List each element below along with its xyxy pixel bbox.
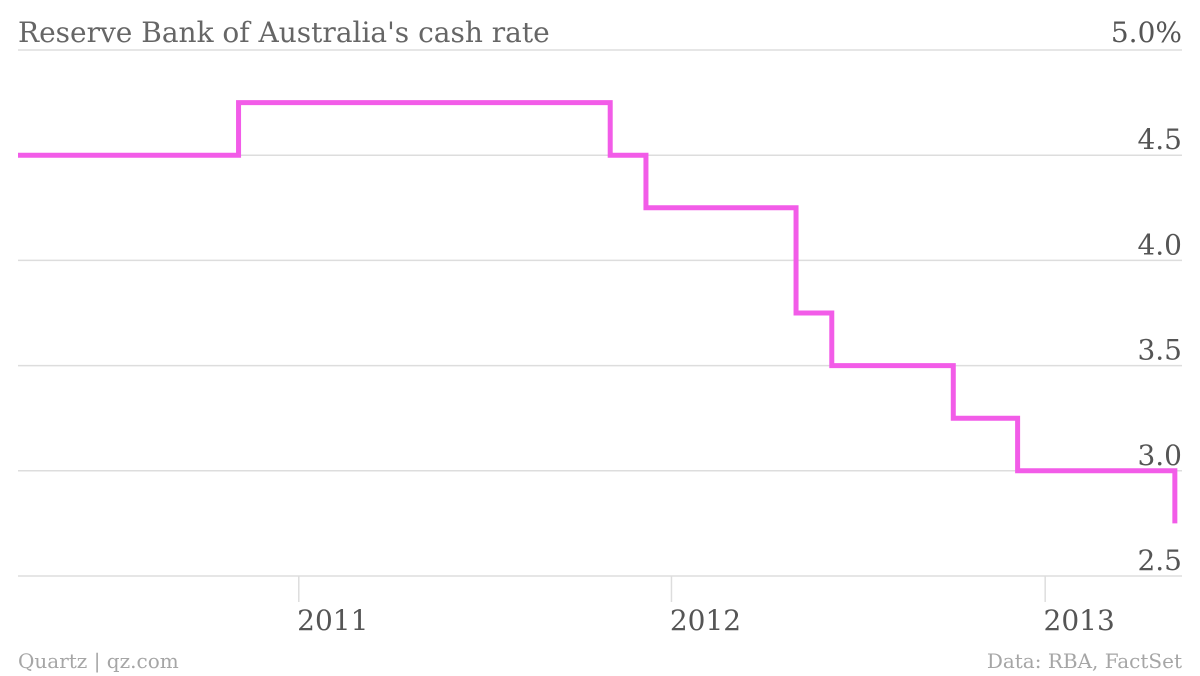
cash-rate-line — [18, 100, 1178, 524]
x-tick-label: 2013 — [1044, 604, 1115, 637]
y-tick-label: 2.5 — [1137, 544, 1182, 577]
gridlines — [18, 49, 1182, 577]
x-tick-label: 2012 — [670, 604, 741, 637]
y-tick-label: 3.5 — [1137, 334, 1182, 367]
y-tick-label: 4.0 — [1137, 228, 1182, 261]
x-tick-label: 2011 — [297, 604, 368, 637]
x-axis-labels: 2011 2012 2013 — [297, 604, 1115, 637]
source-credit-left: Quartz | qz.com — [18, 649, 179, 674]
source-credit-right: Data: RBA, FactSet — [987, 649, 1182, 673]
series-layer — [17, 100, 1178, 524]
chart-title: Reserve Bank of Australia's cash rate — [18, 16, 550, 49]
y-axis-labels: 2.5 3.0 3.5 4.0 4.5 5.0% — [1111, 16, 1182, 577]
y-tick-label: 3.0 — [1137, 439, 1182, 472]
y-tick-label: 5.0% — [1111, 16, 1182, 49]
y-tick-label: 4.5 — [1137, 123, 1182, 156]
x-axis-ticks — [298, 576, 1046, 602]
